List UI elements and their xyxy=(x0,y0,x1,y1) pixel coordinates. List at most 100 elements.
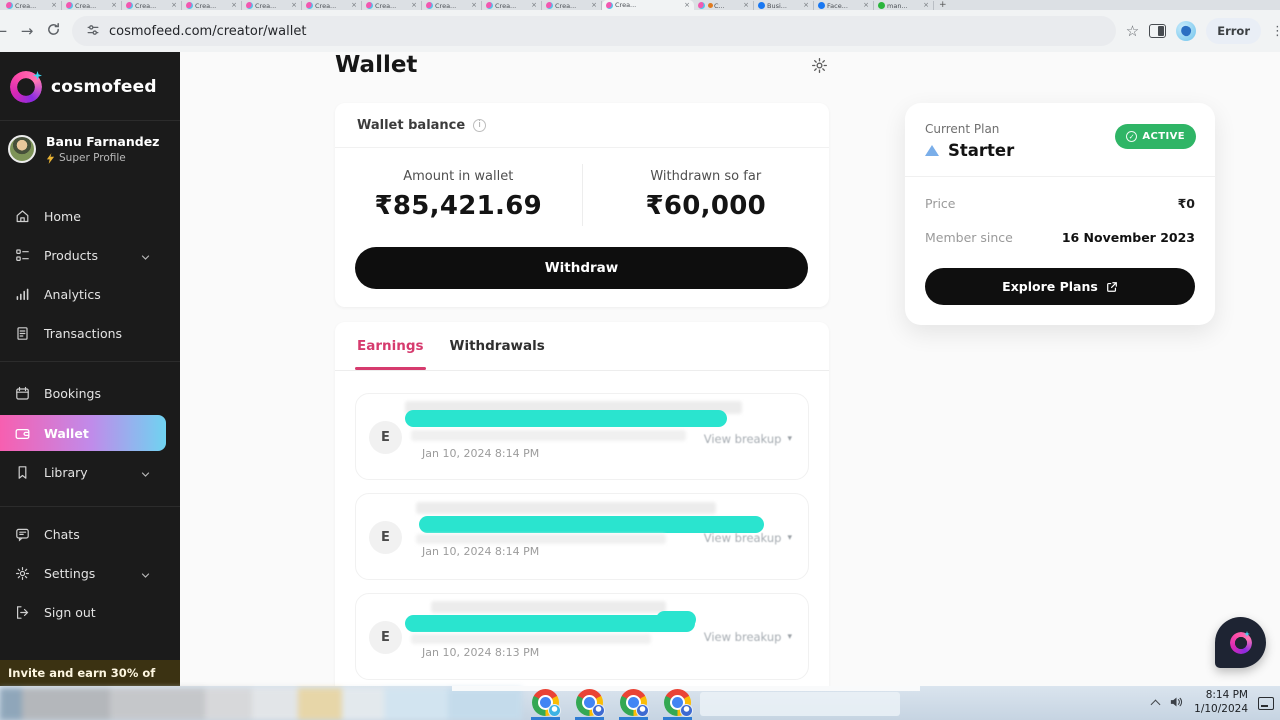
cosmofeed-favicon xyxy=(606,1,613,9)
tab-close-icon[interactable]: × xyxy=(591,1,597,9)
tab-close-icon[interactable]: × xyxy=(291,1,297,9)
sidebar-item-bookings[interactable]: Bookings xyxy=(0,374,180,413)
tab-close-icon[interactable]: × xyxy=(923,1,929,9)
chrome-icon[interactable] xyxy=(619,689,649,720)
chevron-down-icon xyxy=(139,249,152,268)
withdraw-button[interactable]: Withdraw xyxy=(355,247,808,289)
tab-close-icon[interactable]: × xyxy=(531,1,537,9)
browser-tab[interactable]: Crea... × xyxy=(2,1,62,10)
browser-tab[interactable]: Crea... × xyxy=(362,1,422,10)
view-breakup-link[interactable]: View breakup ▾ xyxy=(703,630,792,644)
speaker-icon[interactable] xyxy=(1169,694,1184,713)
tab-close-icon[interactable]: × xyxy=(411,1,417,9)
plan-name: Starter xyxy=(948,141,1015,160)
site-settings-icon[interactable] xyxy=(86,22,100,41)
sidebar-item-label: Transactions xyxy=(44,326,123,341)
wallet-settings-gear-icon[interactable] xyxy=(810,56,829,79)
tab-close-icon[interactable]: × xyxy=(51,1,57,9)
redacted-text xyxy=(411,634,651,644)
taskbar-apps xyxy=(531,689,693,720)
forward-icon[interactable]: → xyxy=(20,22,34,40)
sidebar-item-products[interactable]: Products xyxy=(0,236,180,275)
view-breakup-link[interactable]: View breakup ▾ xyxy=(703,432,792,446)
view-breakup-link[interactable]: View breakup ▾ xyxy=(703,531,792,545)
sidebar-item-wallet[interactable]: Wallet xyxy=(0,415,166,451)
back-icon[interactable]: ← xyxy=(0,22,8,40)
side-panel-icon[interactable] xyxy=(1149,24,1167,38)
divider xyxy=(0,120,180,121)
redacted-text xyxy=(416,534,666,544)
chrome-icon[interactable] xyxy=(531,689,561,720)
profile[interactable]: Banu Farnandez Super Profile xyxy=(0,121,180,179)
brand[interactable]: cosmofeed xyxy=(0,52,180,120)
sidebar-item-sign-out[interactable]: Sign out xyxy=(0,593,180,632)
cosmofeed-favicon xyxy=(246,2,253,9)
reload-icon[interactable] xyxy=(40,22,66,41)
browser-tab[interactable]: C... × xyxy=(694,1,754,10)
tab-close-icon[interactable]: × xyxy=(803,1,809,9)
browser-tab[interactable]: Crea... × xyxy=(62,1,122,10)
browser-tab[interactable]: Face... × xyxy=(814,1,874,10)
cosmofeed-favicon xyxy=(426,2,433,9)
browser-tab[interactable]: man... × xyxy=(874,1,934,10)
notification-center-icon[interactable] xyxy=(1258,696,1274,710)
earning-item[interactable]: E View breakup ▾ Jan 10, 2024 8:14 PM xyxy=(355,393,809,480)
tab-close-icon[interactable]: × xyxy=(231,1,237,9)
tab-close-icon[interactable]: × xyxy=(684,0,690,9)
sidebar-item-label: Wallet xyxy=(44,425,89,441)
tab-close-icon[interactable]: × xyxy=(471,1,477,9)
taskbar: 8:14 PM 1/10/2024 xyxy=(0,686,1280,720)
earning-item[interactable]: E View breakup ▾ Jan 10, 2024 8:13 PM xyxy=(355,593,809,680)
extension-icon[interactable] xyxy=(1176,21,1197,41)
taskbar-clock[interactable]: 8:14 PM 1/10/2024 xyxy=(1194,689,1248,716)
explore-plans-button[interactable]: Explore Plans xyxy=(925,268,1195,305)
browser-tab[interactable]: Crea... × xyxy=(302,1,362,10)
balance-columns: Amount in wallet ₹85,421.69 Withdrawn so… xyxy=(335,148,829,242)
sidebar-item-home[interactable]: Home xyxy=(0,197,180,236)
earning-item[interactable]: E View breakup ▾ Jan 10, 2024 8:14 PM xyxy=(355,493,809,580)
sidebar-item-transactions[interactable]: Transactions xyxy=(0,314,180,353)
new-tab-button[interactable]: + xyxy=(939,0,947,10)
tab-withdrawals[interactable]: Withdrawals xyxy=(449,338,545,354)
tab-close-icon[interactable]: × xyxy=(743,1,749,9)
browser-tab[interactable]: Crea... × xyxy=(542,1,602,10)
sidebar-item-label: Bookings xyxy=(44,386,101,401)
tab-label: Crea... xyxy=(495,1,517,10)
browser-menu-icon[interactable]: ⋮ xyxy=(1271,23,1280,39)
earning-avatar: E xyxy=(369,521,402,554)
bookmark-star-icon[interactable]: ☆ xyxy=(1125,22,1140,40)
cosmofeed-chat-bubble[interactable] xyxy=(1215,617,1266,668)
info-icon[interactable] xyxy=(473,118,487,132)
tab-close-icon[interactable]: × xyxy=(111,1,117,9)
cosmofeed-logo-icon xyxy=(1229,631,1252,654)
browser-tab[interactable]: Crea... × xyxy=(182,1,242,10)
invite-banner[interactable]: Invite and earn 30% of xyxy=(0,660,180,686)
sidebar-item-analytics[interactable]: Analytics xyxy=(0,275,180,314)
address-bar[interactable]: cosmofeed.com/creator/wallet xyxy=(72,16,1116,46)
error-badge[interactable]: Error xyxy=(1206,18,1261,44)
activity-card: Earnings Withdrawals E View breakup ▾ Ja… xyxy=(335,322,829,686)
browser-tab[interactable]: Crea... × xyxy=(422,1,482,10)
tab-earnings[interactable]: Earnings xyxy=(355,322,426,370)
tab-close-icon[interactable]: × xyxy=(171,1,177,9)
tab-close-icon[interactable]: × xyxy=(863,1,869,9)
sidebar-item-settings[interactable]: Settings xyxy=(0,554,180,593)
browser-tab[interactable]: Crea... × xyxy=(482,1,542,10)
browser-tab[interactable]: Busi... × xyxy=(754,1,814,10)
hidden-icons-caret[interactable] xyxy=(1150,699,1161,710)
member-since-row: Member since 16 November 2023 xyxy=(925,230,1195,245)
browser-tab[interactable]: Crea... × xyxy=(242,1,302,10)
chrome-icon[interactable] xyxy=(575,689,605,720)
cosmofeed-favicon xyxy=(486,2,493,9)
toolbar-actions: ☆ Error ⋮ xyxy=(1126,18,1280,44)
tab-label: man... xyxy=(887,1,908,10)
sidebar-item-library[interactable]: Library xyxy=(0,453,180,492)
sidebar-item-label: Products xyxy=(44,248,98,263)
active-app-indicator xyxy=(619,717,648,720)
browser-tab[interactable]: Crea... × xyxy=(122,1,182,10)
chats-icon xyxy=(16,528,29,542)
browser-tab-active[interactable]: Crea... × xyxy=(602,0,694,10)
tab-close-icon[interactable]: × xyxy=(351,1,357,9)
chrome-icon[interactable] xyxy=(663,689,693,720)
sidebar-item-chats[interactable]: Chats xyxy=(0,515,180,554)
